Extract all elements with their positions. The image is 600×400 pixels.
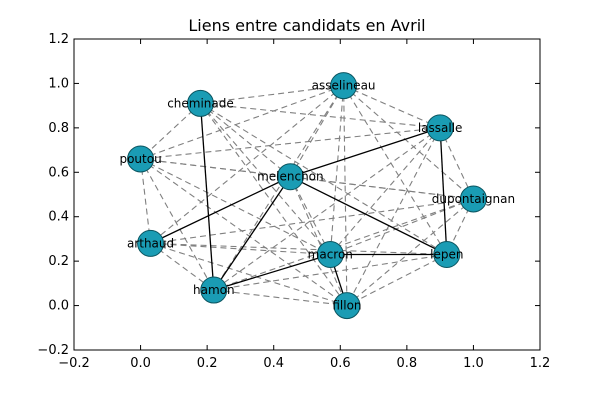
- edge-dashed-asselineau-lassalle: [343, 85, 441, 129]
- node-label-lepen: lepen: [430, 247, 463, 261]
- edge-dashed-lassalle-poutou: [140, 127, 441, 160]
- edge-solid-melenchon-lepen: [290, 176, 448, 256]
- x-tick-label: 1.0: [463, 356, 484, 371]
- node-arthaud: [137, 229, 165, 257]
- edge-dashed-poutou-arthaud: [140, 158, 152, 244]
- x-tick-label: 0.4: [263, 356, 284, 371]
- edge-dashed-cheminade-fillon: [200, 103, 348, 306]
- node-label-cheminade: cheminade: [167, 96, 234, 110]
- edge-dashed-dupontaignan-macron: [330, 198, 474, 255]
- edge-dashed-arthaud-fillon: [150, 242, 348, 307]
- node-label-dupontaignan: dupontaignan: [432, 192, 515, 206]
- node-label-fillon: fillon: [332, 299, 361, 313]
- y-tick-label: 0.6: [48, 165, 69, 180]
- node-label-hamon: hamon: [193, 283, 235, 297]
- node-lepen: [433, 240, 461, 268]
- edge-dashed-melenchon-macron: [289, 176, 331, 255]
- x-tick-label: 0.0: [130, 356, 151, 371]
- edge-dashed-cheminade-poutou: [140, 103, 201, 160]
- edge-dashed-asselineau-hamon: [213, 85, 345, 291]
- edge-dashed-poutou-macron: [140, 158, 331, 255]
- edge-solid-melenchon-arthaud: [150, 176, 291, 244]
- edge-dashed-dupontaignan-arthaud: [150, 198, 474, 244]
- edge-solid-melenchon-hamon: [213, 176, 291, 291]
- y-tick-label: 1.0: [48, 76, 69, 91]
- edge-dashed-asselineau-lepen: [343, 85, 448, 255]
- edge-dashed-asselineau-arthaud: [150, 85, 344, 244]
- node-label-melenchon: melenchon: [257, 170, 324, 184]
- node-poutou: [127, 145, 155, 173]
- edge-dashed-cheminade-lepen: [200, 102, 448, 255]
- edge-solid-melenchon-lassalle: [290, 127, 441, 178]
- edge-solid-hamon-macron: [213, 253, 331, 291]
- edge-dashed-melenchon-fillon: [289, 176, 348, 306]
- edge-dashed-asselineau-fillon: [343, 85, 348, 306]
- node-label-lassalle: lassalle: [418, 121, 463, 135]
- node-fillon: [333, 292, 361, 320]
- edge-dashed-cheminade-lassalle: [200, 102, 441, 129]
- y-tick-label: −0.2: [37, 343, 69, 358]
- node-label-arthaud: arthaud: [127, 236, 174, 250]
- edge-dashed-asselineau-cheminade: [200, 85, 344, 104]
- edge-dashed-hamon-fillon: [213, 289, 348, 307]
- edge-dashed-poutou-dupontaignan: [140, 158, 474, 200]
- node-cheminade: [186, 89, 214, 117]
- edge-dashed-cheminade-macron: [200, 103, 331, 255]
- edge-dashed-dupontaignan-hamon: [213, 198, 474, 291]
- edge-dashed-lepen-fillon: [346, 253, 448, 307]
- x-tick-label: 0.8: [397, 356, 418, 371]
- y-tick-label: 0.4: [48, 210, 69, 225]
- node-label-asselineau: asselineau: [312, 79, 376, 93]
- edge-dashed-asselineau-melenchon: [289, 85, 345, 178]
- plot-frame: [73, 38, 541, 351]
- x-tick-label: 0.2: [197, 356, 218, 371]
- edge-dashed-asselineau-dupontaignan: [343, 85, 474, 200]
- x-tick-label: −0.2: [58, 356, 90, 371]
- edge-dashed-lassalle-macron: [329, 127, 441, 255]
- edge-dashed-poutou-fillon: [140, 158, 348, 307]
- edge-dashed-poutou-hamon: [140, 158, 215, 291]
- edge-solid-cheminade-hamon: [199, 103, 215, 291]
- node-label-macron: macron: [308, 247, 353, 261]
- y-tick-label: 0.2: [48, 254, 69, 269]
- node-melenchon: [276, 163, 304, 191]
- y-tick-label: 0.0: [48, 299, 69, 314]
- node-macron: [316, 240, 344, 268]
- node-hamon: [200, 276, 228, 304]
- node-label-poutou: poutou: [119, 152, 161, 166]
- node-dupontaignan: [459, 185, 487, 213]
- y-tick-label: 1.2: [48, 32, 69, 47]
- chart-title: Liens entre candidats en Avril: [188, 16, 425, 35]
- y-axis: −0.2 0.0 0.2 0.4 0.6 0.8 1.0 1.2: [37, 32, 540, 358]
- edge-solid-lassalle-lepen: [439, 127, 448, 255]
- x-tick-label: 1.2: [530, 356, 551, 371]
- edge-dashed-lassalle-fillon: [346, 127, 441, 306]
- node-layer: asselineau cheminade lassalle poutou melench…: [119, 72, 515, 320]
- node-lassalle: [426, 114, 454, 142]
- edge-dashed-cheminade-melenchon: [200, 102, 291, 178]
- edge-dashed-arthaud-macron: [150, 242, 331, 256]
- edge-dashed-asselineau-macron: [329, 85, 345, 255]
- edge-layer: [140, 85, 474, 307]
- node-asselineau: [330, 72, 358, 100]
- edge-dashed-asselineau-poutou: [140, 85, 344, 160]
- edge-dashed-melenchon-dupontaignan: [290, 176, 474, 200]
- edge-dashed-arthaud-lepen: [150, 242, 447, 256]
- edge-dashed-lassalle-hamon: [213, 127, 441, 291]
- x-axis: −0.2 0.0 0.2 0.4 0.6 0.8 1.0 1.2: [58, 39, 550, 371]
- y-tick-label: 0.8: [48, 121, 69, 136]
- edge-dashed-dupontaignan-fillon: [346, 198, 474, 306]
- x-tick-label: 0.6: [330, 356, 351, 371]
